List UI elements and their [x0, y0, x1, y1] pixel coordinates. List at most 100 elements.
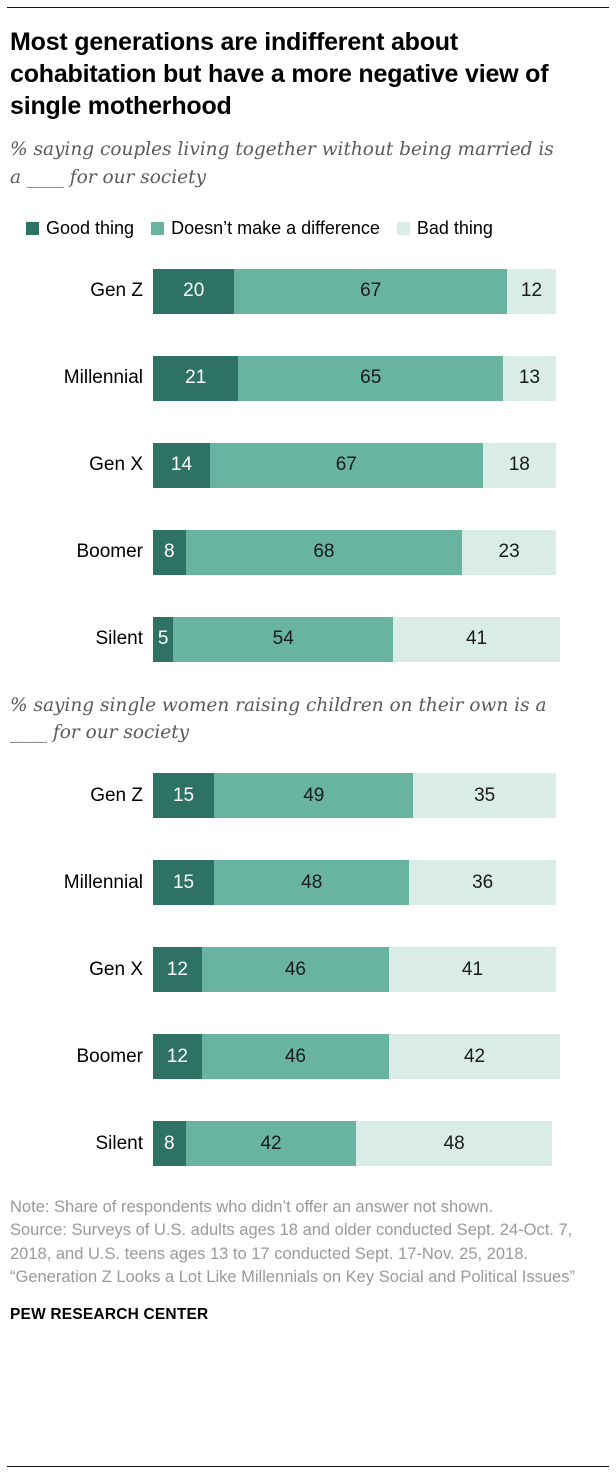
- bar-segment-good: 8: [153, 529, 186, 575]
- bar-row: Millennial 15 48 36: [10, 860, 616, 905]
- bar-value-label: 42: [260, 1132, 282, 1154]
- bar-value-label: 67: [335, 454, 357, 475]
- bar-value-label: 15: [172, 871, 195, 893]
- bar-segment-good: 15: [153, 773, 215, 818]
- chart-title: Most generations are indifferent about c…: [10, 28, 549, 120]
- note-line-3: “Generation Z Looks a Lot Like Millennia…: [10, 1268, 575, 1287]
- legend: Good thing Doesn’t make a difference Bad t…: [26, 218, 616, 239]
- bar-segment-good: 21: [153, 355, 239, 401]
- category-label: Boomer: [76, 1045, 143, 1067]
- bar-value-label: 41: [461, 958, 484, 980]
- legend-swatch-good: [26, 221, 39, 235]
- stacked-bar: 8 42 48: [153, 1121, 560, 1166]
- bar-value-label: 35: [474, 784, 496, 806]
- bar-segment-bad: 23: [462, 529, 556, 575]
- bar-value-label: 21: [185, 367, 207, 388]
- bar-value-label: 65: [360, 367, 382, 388]
- bar-value-label: 68: [313, 541, 335, 562]
- bottom-divider: [7, 1466, 609, 1467]
- note-line-2: Source: Surveys of U.S. adults ages 18 a…: [10, 1221, 573, 1263]
- bar-value-label: 13: [518, 367, 541, 388]
- stacked-bar: 12 46 41: [153, 947, 560, 992]
- bar-row: Boomer 12 46 42: [10, 1034, 616, 1079]
- bar-value-label: 49: [303, 784, 325, 806]
- bar-row: Boomer 8 68 23: [10, 529, 616, 575]
- stacked-bar: 8 68 23: [153, 529, 560, 575]
- bar-segment-good: 12: [153, 947, 202, 992]
- cohabitation-chart: Gen Z 20 67 12 Millennial 21 65 13 Gen X 14 67 18 Bo…: [10, 268, 616, 662]
- bar-segment-neutral: 67: [209, 442, 483, 488]
- stacked-bar: 15 48 36: [153, 860, 560, 905]
- legend-swatch-neutral: [151, 221, 165, 235]
- bar-value-label: 46: [284, 1045, 306, 1067]
- stacked-bar: 21 65 13: [153, 355, 560, 401]
- bar-value-label: 5: [157, 628, 169, 649]
- bar-segment-neutral: 68: [185, 529, 463, 575]
- bar-segment-good: 15: [153, 860, 215, 905]
- bar-row: Silent 5 54 41: [10, 616, 616, 662]
- legend-label-bad: Bad thing: [416, 217, 493, 238]
- category-label: Gen X: [89, 958, 143, 980]
- bar-value-label: 46: [284, 958, 306, 980]
- legend-swatch-bad: [396, 221, 410, 235]
- legend-item-good: Good thing: [26, 218, 134, 239]
- bar-segment-bad: 48: [356, 1121, 552, 1166]
- legend-label-good: Good thing: [46, 217, 135, 238]
- bar-segment-good: 12: [153, 1034, 202, 1079]
- bar-segment-neutral: 65: [238, 355, 504, 401]
- bar-segment-good: 8: [153, 1121, 186, 1166]
- bar-value-label: 48: [443, 1132, 465, 1154]
- chart2-subtitle: % saying single women raising children o…: [10, 694, 547, 744]
- bar-value-label: 15: [172, 784, 195, 806]
- bar-segment-good: 20: [153, 268, 235, 314]
- bar-segment-bad: 18: [482, 442, 556, 488]
- category-label: Silent: [95, 1132, 143, 1154]
- category-label: Gen Z: [90, 280, 143, 301]
- bar-value-label: 36: [472, 871, 494, 893]
- bar-value-label: 67: [360, 280, 382, 301]
- category-label: Millennial: [63, 871, 143, 893]
- notes-block: Note: Share of respondents who didn’t of…: [10, 1196, 578, 1290]
- bar-value-label: 54: [272, 628, 294, 649]
- category-label: Gen Z: [90, 784, 143, 806]
- bar-segment-neutral: 54: [173, 616, 394, 662]
- category-label: Boomer: [76, 541, 143, 562]
- category-label: Millennial: [63, 367, 143, 388]
- stacked-bar: 5 54 41: [153, 616, 560, 662]
- bar-value-label: 8: [163, 1132, 175, 1154]
- stacked-bar: 14 67 18: [153, 442, 560, 488]
- stacked-bar: 12 46 42: [153, 1034, 560, 1079]
- bar-segment-bad: 42: [389, 1034, 560, 1079]
- bar-row: Gen Z 20 67 12: [10, 268, 616, 314]
- bar-value-label: 14: [170, 454, 193, 475]
- bar-segment-neutral: 42: [185, 1121, 357, 1166]
- bar-segment-bad: 41: [393, 616, 560, 662]
- category-label: Gen X: [89, 454, 143, 475]
- bar-row: Millennial 21 65 13: [10, 355, 616, 401]
- category-label: Silent: [95, 628, 143, 649]
- bar-segment-neutral: 46: [201, 1034, 390, 1079]
- bar-segment-neutral: 48: [214, 860, 410, 905]
- bar-segment-bad: 36: [409, 860, 556, 905]
- legend-item-neutral: Doesn’t make a difference: [151, 218, 380, 239]
- legend-item-bad: Bad thing: [396, 217, 493, 239]
- single-motherhood-chart: Gen Z 15 49 35 Millennial 15 48 36 Gen X 12 46 41 Bo…: [10, 773, 616, 1166]
- bar-row: Gen X 12 46 41: [10, 947, 616, 992]
- top-divider: [7, 7, 609, 8]
- bar-segment-neutral: 49: [214, 773, 414, 818]
- note-line-1: Note: Share of respondents who didn’t of…: [10, 1198, 494, 1216]
- bar-row: Gen Z 15 49 35: [10, 773, 616, 818]
- bar-segment-bad: 41: [389, 947, 556, 992]
- bar-value-label: 12: [166, 1045, 188, 1067]
- legend-label-neutral: Doesn’t make a difference: [171, 217, 380, 238]
- bar-segment-bad: 35: [413, 773, 556, 818]
- bar-row: Silent 8 42 48: [10, 1121, 616, 1166]
- source-brand: PEW RESEARCH CENTER: [10, 1305, 209, 1323]
- bar-segment-bad: 12: [507, 268, 556, 314]
- bar-segment-neutral: 46: [201, 947, 390, 992]
- stacked-bar: 15 49 35: [153, 773, 560, 818]
- bar-value-label: 8: [163, 541, 175, 562]
- bar-value-label: 20: [183, 280, 205, 301]
- bar-segment-good: 14: [153, 442, 210, 488]
